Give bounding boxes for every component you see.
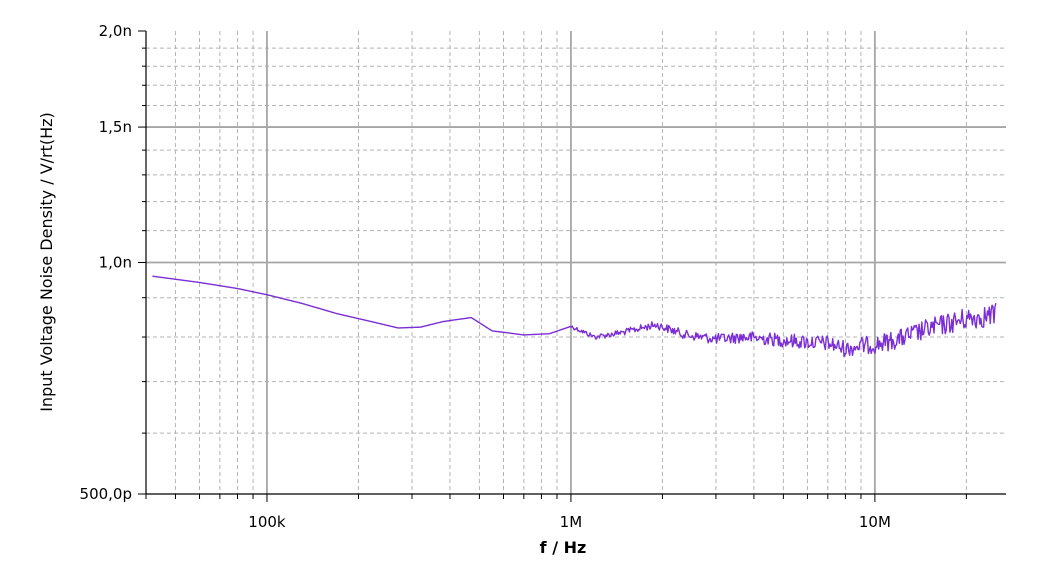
x-tick-label: 1M [560,513,583,531]
x-tick-label: 100k [248,513,286,531]
x-tick-label: 10M [859,513,891,531]
y-tick-label: 2,0n [99,22,132,40]
x-tick-labels: 100k 1M 10M [248,513,891,531]
x-axis-label: f / Hz [540,538,587,557]
noise-density-series-line [152,275,997,358]
y-tick-labels: 500,0p 1,0n 1,5n 2,0n [80,22,132,503]
axes [138,30,1006,502]
series-group [152,275,997,358]
y-axis-label: Input Voltage Noise Density / V/rt(Hz) [37,112,56,412]
y-tick-label: 1,5n [99,118,132,136]
y-tick-label: 500,0p [80,485,132,503]
major-grid [146,31,1006,494]
y-tick-label: 1,0n [99,254,132,272]
